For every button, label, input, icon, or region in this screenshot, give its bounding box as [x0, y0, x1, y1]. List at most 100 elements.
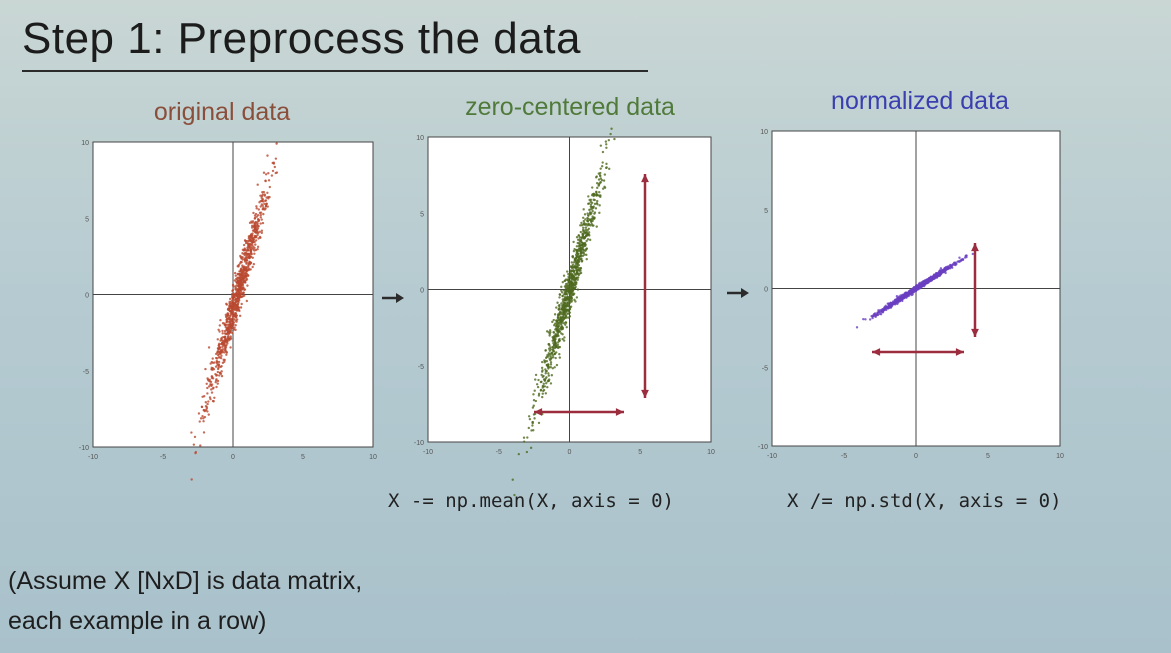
data-point	[547, 343, 550, 346]
data-point	[227, 337, 231, 340]
data-point	[890, 302, 894, 305]
data-point	[522, 436, 526, 439]
data-point	[256, 245, 260, 249]
data-point	[513, 493, 516, 497]
data-point	[887, 307, 890, 310]
data-point	[243, 288, 247, 291]
data-point	[605, 143, 608, 146]
y-tick-label: 10	[760, 129, 768, 136]
data-point	[551, 320, 554, 324]
data-point	[565, 325, 568, 329]
data-point	[239, 267, 243, 270]
data-point	[550, 356, 553, 360]
data-point	[577, 245, 581, 248]
data-point	[239, 279, 243, 282]
data-point	[568, 301, 572, 304]
data-point	[564, 311, 567, 314]
data-point	[250, 237, 253, 240]
data-point	[904, 293, 907, 297]
data-point	[531, 406, 535, 409]
data-point	[211, 377, 215, 380]
data-point	[613, 137, 616, 141]
data-point	[607, 138, 611, 142]
data-point	[232, 328, 236, 331]
data-point	[236, 284, 240, 288]
data-point	[569, 285, 573, 288]
data-point	[549, 365, 552, 369]
data-point	[568, 308, 572, 311]
data-point	[239, 292, 243, 296]
data-point	[242, 243, 246, 247]
data-point	[261, 204, 264, 207]
data-point	[560, 285, 563, 289]
data-point	[226, 307, 230, 311]
data-point	[262, 212, 265, 216]
data-point	[882, 309, 885, 312]
data-point	[227, 320, 231, 324]
data-point	[217, 363, 221, 366]
data-point	[931, 278, 934, 281]
data-point	[234, 323, 237, 327]
data-point	[273, 165, 277, 169]
data-point	[575, 248, 578, 252]
data-point	[250, 226, 254, 229]
data-point	[579, 230, 583, 234]
data-point	[226, 320, 229, 323]
data-point	[233, 298, 236, 302]
data-point	[553, 322, 557, 325]
data-point	[275, 171, 279, 174]
y-tick-label: 0	[764, 287, 768, 294]
data-point	[216, 382, 219, 385]
data-point	[223, 351, 226, 354]
data-point	[544, 349, 547, 352]
data-point	[551, 348, 554, 352]
data-point	[562, 274, 566, 277]
data-point	[566, 295, 569, 299]
data-point	[600, 179, 604, 182]
data-point	[570, 261, 573, 264]
data-point	[205, 382, 208, 385]
data-point	[576, 278, 579, 281]
data-point	[575, 261, 579, 265]
data-point	[210, 391, 214, 394]
data-point	[565, 290, 568, 293]
data-point	[894, 298, 897, 301]
flow-head	[396, 293, 404, 303]
data-point	[209, 362, 212, 365]
horizontal-spread-arrow	[534, 408, 624, 416]
data-point	[240, 302, 243, 306]
data-point	[572, 279, 576, 282]
data-point	[555, 344, 558, 348]
data-point	[581, 248, 584, 251]
data-point	[582, 219, 585, 223]
data-point	[534, 373, 538, 377]
data-point	[558, 339, 561, 342]
data-point	[266, 205, 269, 208]
data-point	[548, 334, 551, 337]
data-point	[958, 256, 961, 259]
slide-title: Step 1: Preprocess the data	[22, 14, 581, 63]
x-tick-label: -5	[841, 453, 847, 460]
data-point	[566, 302, 569, 305]
data-point	[264, 179, 267, 182]
data-point	[220, 370, 223, 373]
data-point	[245, 261, 249, 265]
data-point	[221, 329, 224, 333]
y-tick-label: 5	[764, 208, 768, 215]
data-point	[562, 289, 566, 292]
data-point	[608, 167, 611, 171]
data-point	[212, 386, 215, 389]
data-point	[576, 271, 579, 274]
data-point	[569, 272, 572, 276]
data-point	[954, 263, 957, 267]
arrow-head	[955, 348, 964, 356]
x-tick-label: -5	[496, 449, 502, 456]
y-tick-label: -5	[762, 365, 768, 372]
data-point	[228, 297, 232, 301]
data-point	[216, 360, 219, 364]
data-point	[212, 400, 215, 403]
x-tick-label: 0	[914, 453, 918, 460]
data-point	[556, 316, 560, 320]
data-point	[949, 263, 952, 267]
